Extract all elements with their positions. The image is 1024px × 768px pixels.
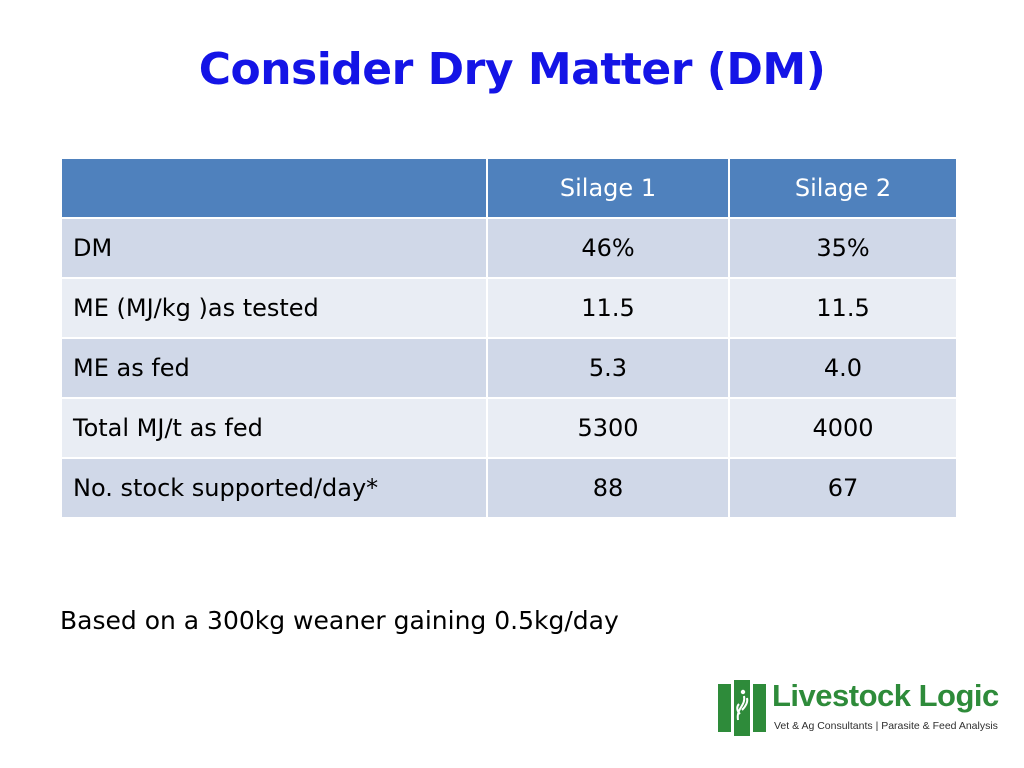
logo-tagline: Vet & Ag Consultants | Parasite & Feed A… [774,720,998,732]
row-label: ME as fed [60,337,488,399]
table-row: ME as fed 5.3 4.0 [60,337,958,399]
silage-1-value: 5.3 [486,337,730,399]
livestock-logic-logo-icon [718,680,766,736]
livestock-logic-logo: Livestock Logic Vet & Ag Consultants | P… [718,678,999,740]
silage-2-value: 4.0 [728,337,958,399]
silage-2-value: 35% [728,217,958,279]
slide-title: Consider Dry Matter (DM) [198,44,826,95]
silage-2-value: 11.5 [728,277,958,339]
silage-1-value: 5300 [486,397,730,459]
silage-1-value: 11.5 [486,277,730,339]
silage-1-value: 88 [486,457,730,519]
table-row: DM 46% 35% [60,217,958,279]
silage-comparison-table: Silage 1 Silage 2 DM 46% 35% ME (MJ/kg )… [60,157,958,519]
table-row: Total MJ/t as fed 5300 4000 [60,397,958,459]
table-row: ME (MJ/kg )as tested 11.5 11.5 [60,277,958,339]
row-label: DM [60,217,488,279]
header-cell-empty [60,157,488,219]
silage-2-value: 67 [728,457,958,519]
logo-name: Livestock Logic [772,678,999,713]
row-label: Total MJ/t as fed [60,397,488,459]
table-header-row: Silage 1 Silage 2 [60,157,958,219]
table-row: No. stock supported/day* 88 67 [60,457,958,519]
row-label: No. stock supported/day* [60,457,488,519]
row-label: ME (MJ/kg )as tested [60,277,488,339]
silage-1-value: 46% [486,217,730,279]
header-cell-silage-1: Silage 1 [486,157,730,219]
header-cell-silage-2: Silage 2 [728,157,958,219]
silage-2-value: 4000 [728,397,958,459]
footnote: Based on a 300kg weaner gaining 0.5kg/da… [60,606,619,635]
